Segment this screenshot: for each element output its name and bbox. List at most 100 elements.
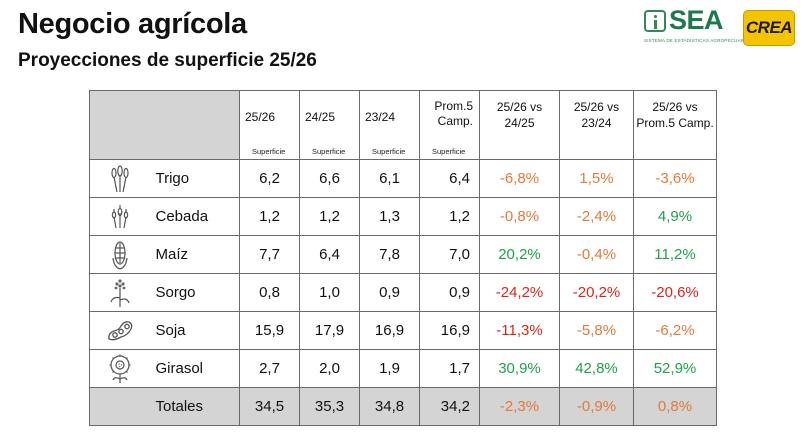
surface-projection-table: 25/26 Superficie 24/25 Superficie 23/24 … — [89, 90, 717, 426]
value-prom: 0,9 — [419, 273, 480, 312]
pct-vs-2425: -11,3% — [479, 311, 560, 350]
table-row: Cebada 1,2 1,2 1,3 1,2 -0,8% -2,4% 4,9% — [89, 197, 717, 236]
total-prom: 34,2 — [419, 387, 480, 426]
page-title: Negocio agrícola — [18, 8, 247, 40]
table-row: Girasol 2,7 2,0 1,9 1,7 30,9% 42,8% 52,9… — [89, 349, 717, 388]
sea-logo-text: SEA — [669, 5, 724, 35]
header-prom-sub: Superficie — [432, 147, 466, 156]
pct-vs-2425: -24,2% — [479, 273, 560, 312]
header-empty-icon — [89, 90, 150, 160]
crop-name: Girasol — [149, 349, 240, 388]
crop-icon-cell — [89, 311, 150, 350]
total-pct-vs-2425: -2,3% — [479, 387, 560, 426]
value-2526: 7,7 — [239, 235, 300, 274]
value-2324: 16,9 — [359, 311, 420, 350]
header-vs-2425: 25/26 vs 24/25 — [479, 90, 560, 160]
pct-vs-2324: -20,2% — [559, 273, 634, 312]
pct-vs-2324: -2,4% — [559, 197, 634, 236]
pct-vs-prom: -6,2% — [633, 311, 717, 350]
total-pct-vs-prom: 0,8% — [633, 387, 717, 426]
value-2425: 6,4 — [299, 235, 360, 274]
crop-icon-cell — [89, 273, 150, 312]
corn-icon — [112, 240, 128, 270]
pct-vs-prom: 52,9% — [633, 349, 717, 388]
soybean-icon — [107, 320, 133, 340]
header-vs-2324: 25/26 vs 23/24 — [559, 90, 634, 160]
header-vs-prom: 25/26 vs Prom.5 Camp. — [633, 90, 717, 160]
value-2425: 1,2 — [299, 197, 360, 236]
header-row: 25/26 Superficie 24/25 Superficie 23/24 … — [89, 90, 717, 160]
header-empty-crop — [149, 90, 240, 160]
header-2425-sub: Superficie — [312, 147, 346, 156]
value-prom: 1,2 — [419, 197, 480, 236]
crop-name: Cebada — [149, 197, 240, 236]
pct-vs-prom: -3,6% — [633, 159, 717, 198]
pct-vs-prom: 11,2% — [633, 235, 717, 274]
header-prom: Prom.5 Camp. Superficie — [419, 90, 480, 160]
value-2526: 1,2 — [239, 197, 300, 236]
pct-vs-2425: 30,9% — [479, 349, 560, 388]
value-prom: 6,4 — [419, 159, 480, 198]
info-icon — [644, 10, 666, 32]
value-2425: 6,6 — [299, 159, 360, 198]
value-2526: 0,8 — [239, 273, 300, 312]
pct-vs-prom: 4,9% — [633, 197, 717, 236]
header-2324-sub: Superficie — [372, 147, 406, 156]
header-2526-sub: Superficie — [252, 147, 286, 156]
table-row: Sorgo 0,8 1,0 0,9 0,9 -24,2% -20,2% -20,… — [89, 273, 717, 312]
sea-logo-tagline: SISTEMA DE ESTADÍSTICAS AGROPECUARIAS — [644, 38, 753, 43]
table-row: Trigo 6,2 6,6 6,1 6,4 -6,8% 1,5% -3,6% — [89, 159, 717, 198]
sunflower-icon — [109, 354, 131, 383]
value-prom: 1,7 — [419, 349, 480, 388]
header-2526-label: 25/26 — [245, 110, 276, 124]
value-2324: 1,9 — [359, 349, 420, 388]
value-prom: 16,9 — [419, 311, 480, 350]
barley-icon — [111, 204, 128, 228]
header-2526: 25/26 Superficie — [239, 90, 300, 160]
value-prom: 7,0 — [419, 235, 480, 274]
value-2324: 7,8 — [359, 235, 420, 274]
total-2425: 35,3 — [299, 387, 360, 426]
crop-name: Maíz — [149, 235, 240, 274]
value-2526: 6,2 — [239, 159, 300, 198]
header-2425-label: 24/25 — [305, 110, 336, 124]
total-pct-vs-2324: -0,9% — [559, 387, 634, 426]
table-row: Maíz 7,7 6,4 7,8 7,0 20,2% -0,4% 11,2% — [89, 235, 717, 274]
value-2324: 0,9 — [359, 273, 420, 312]
header-2324-label: 23/24 — [365, 110, 396, 124]
crea-logo-text: CREA — [745, 18, 793, 37]
crop-name: Trigo — [149, 159, 240, 198]
crop-icon-cell — [89, 235, 150, 274]
total-2526: 34,5 — [239, 387, 300, 426]
pct-vs-2425: -0,8% — [479, 197, 560, 236]
page-subtitle: Proyecciones de superficie 25/26 — [18, 50, 317, 71]
totals-label: Totales — [149, 387, 240, 426]
pct-vs-2324: -5,8% — [559, 311, 634, 350]
crop-icon-cell — [89, 349, 150, 388]
sea-logo: SEA SISTEMA DE ESTADÍSTICAS AGROPECUARIA… — [644, 5, 752, 48]
value-2425: 17,9 — [299, 311, 360, 350]
crop-icon-cell — [89, 197, 150, 236]
crop-name: Soja — [149, 311, 240, 350]
value-2324: 1,3 — [359, 197, 420, 236]
pct-vs-2324: 1,5% — [559, 159, 634, 198]
crea-logo: CREA — [743, 10, 795, 46]
value-2425: 1,0 — [299, 273, 360, 312]
pct-vs-2324: -0,4% — [559, 235, 634, 274]
totals-icon-cell — [89, 387, 150, 426]
header-2324: 23/24 Superficie — [359, 90, 420, 160]
sorghum-icon — [110, 278, 130, 307]
value-2526: 2,7 — [239, 349, 300, 388]
pct-vs-2324: 42,8% — [559, 349, 634, 388]
value-2526: 15,9 — [239, 311, 300, 350]
value-2425: 2,0 — [299, 349, 360, 388]
total-2324: 34,8 — [359, 387, 420, 426]
value-2324: 6,1 — [359, 159, 420, 198]
table-row: Soja 15,9 17,9 16,9 16,9 -11,3% -5,8% -6… — [89, 311, 717, 350]
pct-vs-2425: -6,8% — [479, 159, 560, 198]
wheat-icon — [111, 164, 129, 192]
totals-row: Totales 34,5 35,3 34,8 34,2 -2,3% -0,9% … — [89, 387, 717, 426]
pct-vs-prom: -20,6% — [633, 273, 717, 312]
pct-vs-2425: 20,2% — [479, 235, 560, 274]
crop-icon-cell — [89, 159, 150, 198]
